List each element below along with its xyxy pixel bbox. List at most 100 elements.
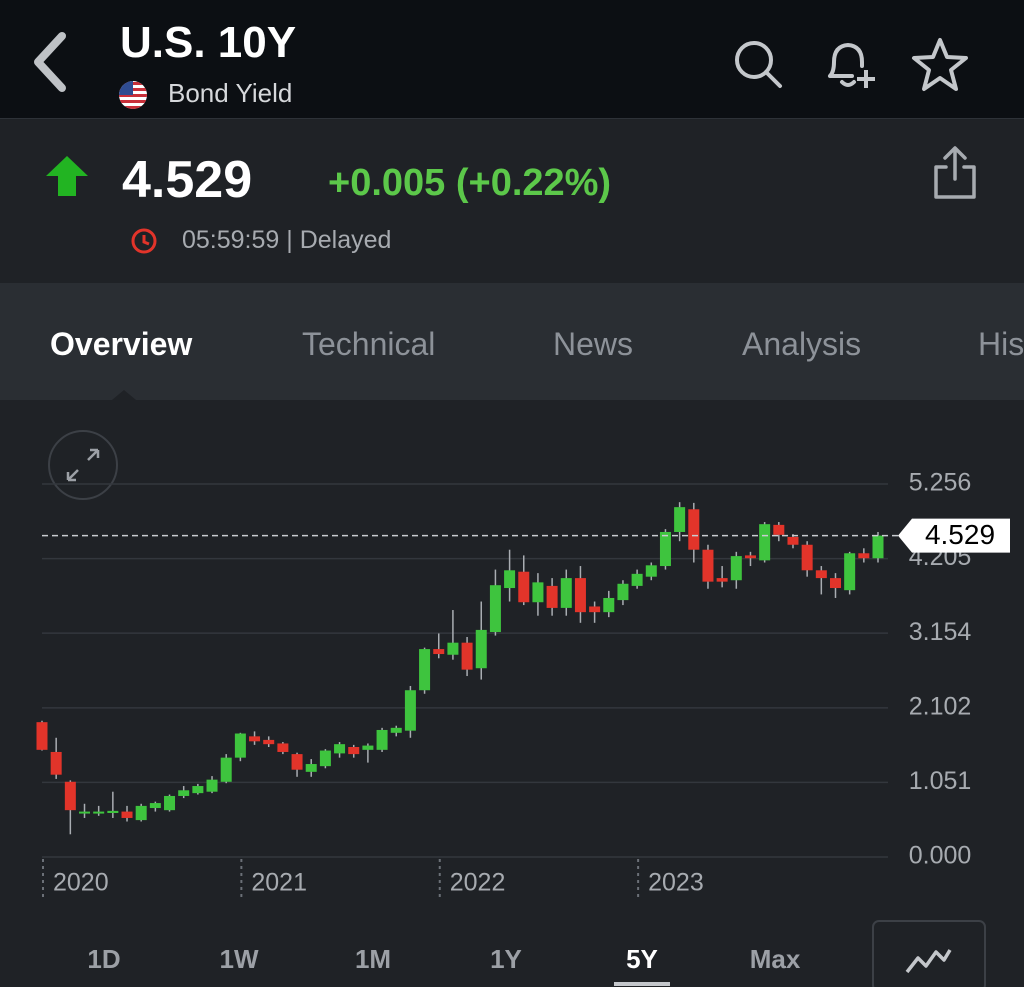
range-button[interactable]: 1Y <box>490 944 522 974</box>
candle-body <box>149 803 161 809</box>
x-tick-label: 2020 <box>53 869 109 897</box>
last-price: 4.529 <box>122 151 253 209</box>
candle-body <box>461 642 473 670</box>
y-tick-label: 5.256 <box>909 469 972 497</box>
range-underline <box>614 982 670 986</box>
range-button[interactable]: 1W <box>219 944 259 974</box>
candle-body <box>79 811 91 814</box>
candle-body <box>631 573 643 586</box>
candle-body <box>759 524 771 561</box>
instrument-subtitle: Bond Yield <box>168 78 293 108</box>
expand-button[interactable] <box>48 430 118 500</box>
candle-body <box>844 553 856 591</box>
candle-body <box>787 536 799 545</box>
alert-icon[interactable] <box>822 36 878 92</box>
range-button[interactable]: 5Y <box>626 944 658 974</box>
candle-body <box>390 727 402 733</box>
flag-icon <box>119 81 147 109</box>
candle-body <box>744 555 756 559</box>
expand-icon <box>66 448 100 482</box>
candle-body <box>433 649 445 655</box>
candle-body <box>178 790 190 796</box>
candle-body <box>93 811 105 814</box>
candle-body <box>348 747 360 755</box>
candle-body <box>305 764 317 772</box>
candle-body <box>121 811 133 818</box>
candle-body <box>872 535 884 559</box>
tab[interactable]: News <box>553 326 634 362</box>
tab[interactable]: Analysis <box>742 326 862 362</box>
candle-body <box>277 743 289 752</box>
search-icon[interactable] <box>732 38 784 90</box>
candle-body <box>419 649 431 691</box>
x-tick-label: 2022 <box>450 869 506 897</box>
candle-body <box>815 570 827 579</box>
candle-body <box>475 629 487 669</box>
line-chart-icon <box>905 949 952 974</box>
x-tick-label: 2023 <box>648 869 704 897</box>
candle-body <box>334 744 346 754</box>
y-tick-label: 3.154 <box>909 618 972 646</box>
tab[interactable]: His <box>978 326 1024 362</box>
candle-body <box>362 745 374 750</box>
share-icon[interactable] <box>932 145 978 201</box>
back-button[interactable] <box>28 30 72 94</box>
tab[interactable]: Technical <box>302 326 436 362</box>
candle-body <box>206 779 218 792</box>
quote-panel <box>0 119 1024 283</box>
candle-body <box>376 729 388 750</box>
watchlist-star[interactable] <box>910 36 970 94</box>
candle-body <box>489 585 501 633</box>
candle-body <box>64 781 76 811</box>
x-tick-label: 2021 <box>251 869 307 897</box>
candle-body <box>801 544 813 571</box>
quote-time: 05:59:59 | Delayed <box>182 226 392 254</box>
clock-icon <box>131 228 157 254</box>
candle-body <box>319 750 331 767</box>
candle-body <box>716 578 728 582</box>
candle-body <box>291 754 303 770</box>
range-button[interactable]: Max <box>749 944 801 974</box>
candle-body <box>234 733 246 758</box>
range-button[interactable]: 1D <box>87 944 121 974</box>
candle-body <box>589 606 601 613</box>
price-change: +0.005 (+0.22%) <box>328 162 612 204</box>
top-bar: U.S. 10Y Bond Yield <box>0 0 1024 119</box>
candle-body <box>617 583 629 601</box>
y-tick-label: 0.000 <box>909 842 972 870</box>
candle-body <box>659 531 671 567</box>
range-button[interactable]: 1M <box>354 944 392 974</box>
candle-body <box>404 690 416 731</box>
candle-body <box>560 578 572 608</box>
candle-body <box>532 582 544 603</box>
candle-body <box>220 757 232 782</box>
candle-body <box>546 585 558 608</box>
candle-body <box>858 553 870 559</box>
candle-body <box>504 570 516 589</box>
candle-body <box>574 578 586 613</box>
candle-body <box>447 642 459 655</box>
instrument-title: U.S. 10Y <box>120 18 297 67</box>
candle-body <box>263 739 275 745</box>
candle-body <box>50 751 62 775</box>
chart-type-button[interactable] <box>872 920 986 987</box>
candle-body <box>192 786 204 794</box>
candle-body <box>645 565 657 577</box>
up-arrow <box>46 156 88 196</box>
candle-body <box>107 810 119 814</box>
candle-body <box>829 578 841 589</box>
candle-body <box>36 722 48 750</box>
y-tick-label: 1.051 <box>909 767 972 795</box>
candle-body <box>518 571 530 603</box>
candle-body <box>164 795 176 811</box>
candle-body <box>688 509 700 550</box>
tab-pointer <box>112 390 136 400</box>
candle-body <box>249 736 261 742</box>
tab[interactable]: Overview <box>50 326 193 362</box>
candle-body <box>674 507 686 532</box>
candle-body <box>603 597 615 613</box>
y-tick-label: 2.102 <box>909 692 972 720</box>
last-price-tag <box>898 518 1010 553</box>
